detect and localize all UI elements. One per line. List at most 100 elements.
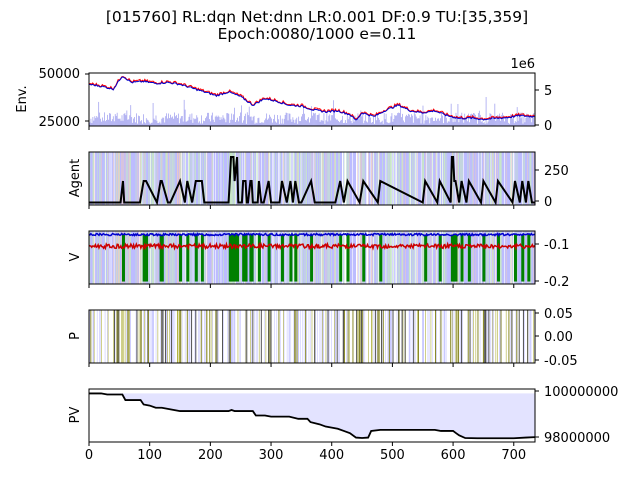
- action-stripe: [153, 310, 155, 363]
- action-stripe: [292, 152, 294, 205]
- action-stripe: [96, 310, 98, 363]
- action-stripe: [521, 310, 522, 363]
- action-stripe: [172, 152, 174, 205]
- action-stripe: [133, 310, 135, 363]
- action-stripe: [151, 152, 153, 205]
- action-stripe: [442, 310, 444, 363]
- v-hold-segment: [267, 234, 271, 282]
- panel-p: P 0.05 0.00 -0.05: [68, 307, 578, 369]
- action-stripe: [329, 152, 331, 205]
- action-stripe: [490, 231, 492, 284]
- action-stripe: [266, 310, 268, 363]
- action-stripe: [325, 152, 327, 205]
- action-stripe: [134, 310, 136, 363]
- action-stripe: [368, 152, 370, 205]
- action-stripe: [103, 152, 105, 205]
- action-stripe: [231, 310, 233, 363]
- action-stripe: [211, 231, 213, 284]
- action-stripe: [221, 152, 223, 205]
- action-stripe: [354, 231, 356, 284]
- action-stripe: [163, 152, 165, 205]
- action-stripe: [139, 310, 141, 363]
- action-stripe: [489, 152, 491, 205]
- action-stripe: [277, 231, 279, 284]
- action-stripe: [533, 152, 535, 205]
- action-stripe: [396, 152, 397, 205]
- action-stripe: [409, 310, 411, 363]
- action-stripe: [427, 152, 429, 205]
- action-stripe: [102, 231, 104, 284]
- action-stripe: [271, 152, 272, 205]
- action-stripe: [247, 152, 249, 205]
- action-stripe: [315, 231, 317, 284]
- action-stripe: [351, 152, 353, 205]
- action-stripe: [513, 310, 515, 363]
- action-stripe: [458, 231, 460, 284]
- action-stripe: [509, 231, 511, 284]
- action-stripe: [258, 152, 260, 205]
- action-stripe: [308, 231, 310, 284]
- action-stripe: [292, 310, 294, 363]
- action-stripe: [454, 310, 456, 363]
- action-stripe: [220, 231, 222, 284]
- action-stripe: [118, 152, 120, 205]
- action-stripe: [112, 310, 114, 363]
- action-stripe: [107, 310, 109, 363]
- action-stripe: [314, 231, 316, 284]
- action-stripe: [396, 231, 398, 284]
- action-stripe: [374, 231, 376, 284]
- action-stripe: [496, 152, 498, 205]
- action-stripe: [291, 152, 292, 205]
- action-stripe: [205, 310, 207, 363]
- action-stripe: [380, 152, 382, 205]
- action-stripe: [467, 152, 468, 205]
- action-stripe: [507, 310, 509, 363]
- action-stripe: [99, 152, 101, 205]
- action-stripe: [279, 310, 281, 363]
- action-stripe: [288, 152, 290, 205]
- panel-env-frame: [88, 72, 536, 127]
- action-stripe: [272, 310, 274, 363]
- action-stripe: [485, 231, 487, 284]
- action-stripe: [277, 231, 279, 284]
- action-stripe: [144, 310, 146, 363]
- action-stripe: [115, 231, 116, 284]
- action-stripe: [346, 310, 348, 363]
- action-stripe: [93, 310, 95, 363]
- action-stripe: [443, 152, 445, 205]
- action-stripe: [369, 310, 371, 363]
- action-stripe: [155, 231, 157, 284]
- action-stripe: [493, 152, 495, 205]
- action-stripe: [360, 231, 362, 284]
- action-stripe: [510, 310, 512, 363]
- action-stripe: [92, 152, 93, 205]
- action-stripe: [453, 310, 454, 363]
- action-stripe: [155, 152, 157, 205]
- action-stripe: [393, 231, 395, 284]
- action-stripe: [282, 152, 284, 205]
- action-stripe: [374, 310, 376, 363]
- action-stripe: [334, 310, 336, 363]
- action-stripe: [412, 231, 414, 284]
- action-stripe: [305, 152, 307, 205]
- action-stripe: [135, 152, 137, 205]
- action-stripe: [289, 310, 291, 363]
- action-stripe: [310, 310, 312, 363]
- action-stripe: [459, 231, 461, 284]
- action-stripe: [447, 152, 449, 205]
- action-stripe: [230, 152, 232, 205]
- action-stripe: [200, 310, 201, 363]
- action-stripe: [399, 310, 401, 363]
- action-stripe: [386, 152, 388, 205]
- action-stripe: [184, 231, 186, 284]
- action-stripe: [170, 152, 172, 205]
- action-stripe: [149, 152, 151, 205]
- action-stripe: [241, 310, 243, 363]
- action-stripe: [528, 310, 530, 363]
- action-stripe: [493, 231, 495, 284]
- action-stripe: [312, 310, 314, 363]
- action-stripe: [300, 152, 302, 205]
- action-stripe: [324, 231, 326, 284]
- action-stripe: [442, 152, 444, 205]
- action-stripe: [504, 310, 506, 363]
